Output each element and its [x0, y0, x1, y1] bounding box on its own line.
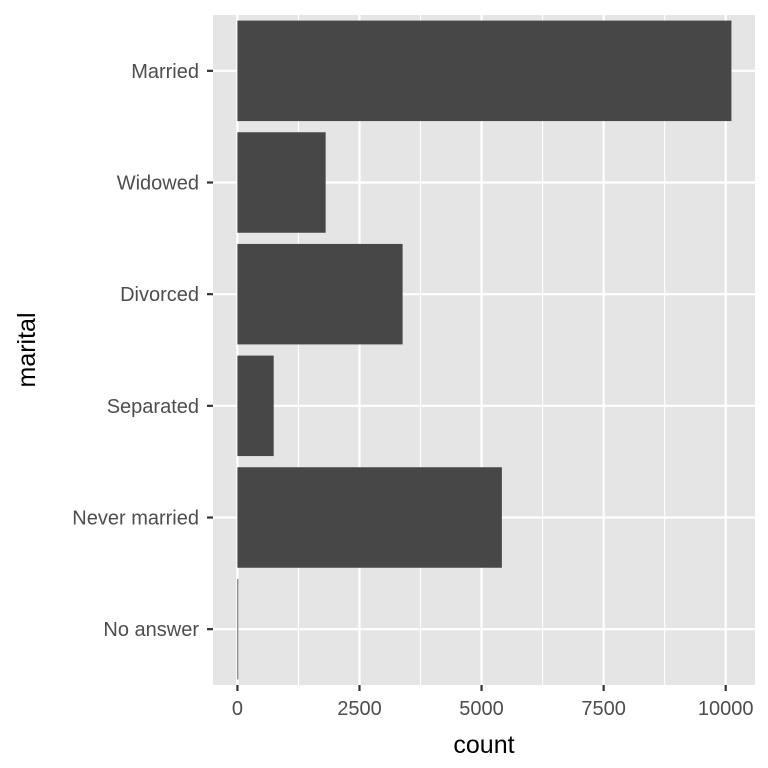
y-axis-title: marital: [13, 312, 41, 387]
bar-never-married: [237, 467, 502, 568]
y-tick-label: Widowed: [117, 173, 199, 195]
bar-married: [237, 20, 732, 122]
y-axis: Married Widowed Divorced Separated Never mar…: [72, 61, 213, 641]
x-axis-title: count: [453, 731, 514, 759]
bars: [237, 20, 732, 680]
y-tick-label: Separated: [107, 396, 199, 418]
y-tick-label: No answer: [103, 619, 199, 641]
y-tick-label: Never married: [72, 508, 199, 530]
bar-divorced: [237, 243, 403, 345]
y-tick-label: Married: [131, 61, 199, 83]
x-tick-label: 10000: [698, 698, 754, 720]
minor-gridlines: [297, 15, 666, 685]
x-tick-label: 0: [232, 698, 243, 720]
y-tick-label: Divorced: [120, 284, 199, 306]
x-tick-label: 7500: [581, 698, 626, 720]
x-tick-label: 5000: [459, 698, 504, 720]
bar-separated: [237, 355, 274, 457]
bar-widowed: [237, 132, 326, 233]
x-tick-label: 2500: [337, 698, 382, 720]
x-axis: 0 2500 5000 7500 10000: [232, 685, 754, 720]
bar-no-answer: [237, 578, 239, 680]
